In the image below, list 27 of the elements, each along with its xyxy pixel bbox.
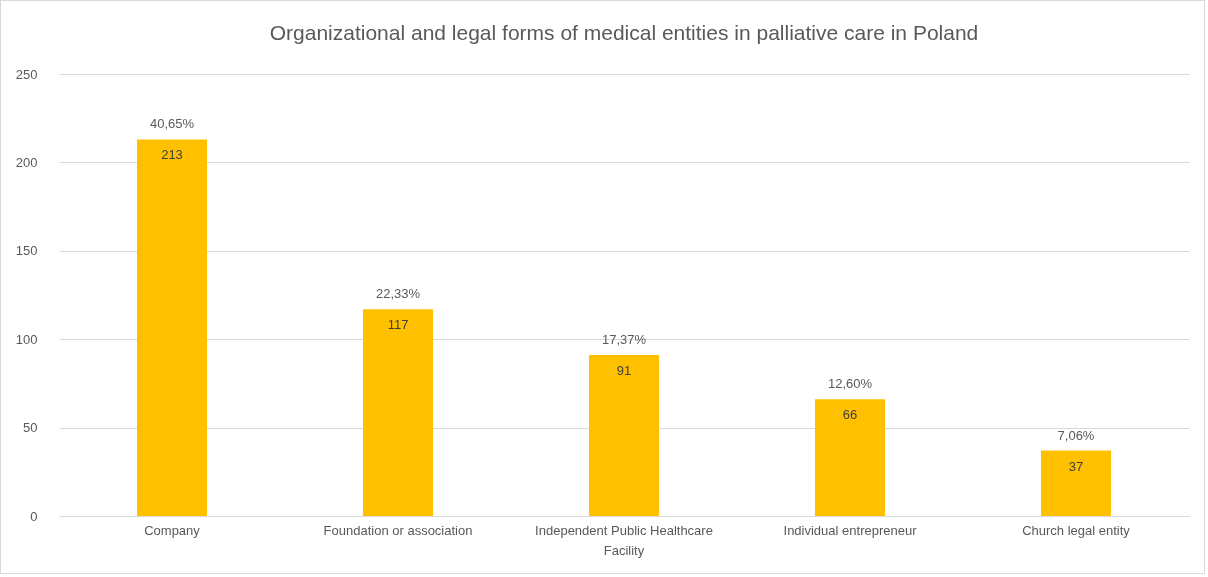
x-tick-label: Company (144, 522, 201, 538)
annotation: 22,33% (375, 286, 421, 302)
y-tick-label: 250 (15, 66, 38, 82)
y-tick-label: 100 (15, 331, 38, 347)
x-tick-label: Independent Public Healthcare Facility (535, 522, 713, 558)
data-label: 117 (387, 317, 409, 333)
annotation: 40,65% (149, 116, 195, 132)
y-tick-label: 50 (23, 420, 38, 436)
annotation: 17,37% (601, 332, 647, 348)
annotation: 12,60% (827, 376, 873, 392)
y-tick-label: 150 (15, 243, 38, 259)
data-label: 66 (842, 407, 858, 423)
x-tick-label: Church legal entity (1022, 522, 1131, 538)
bar (136, 139, 208, 516)
bar (814, 399, 886, 516)
y-tick-label: 200 (15, 154, 38, 170)
data-label: 37 (1068, 458, 1084, 474)
data-label: 91 (616, 363, 632, 379)
x-tick-label: Individual entrepreneur (783, 522, 918, 538)
y-tick-label: 0 (30, 508, 38, 524)
chart-title: Organizational and legal forms of medical entities in palliative care in Poland (269, 21, 979, 44)
bar (1040, 450, 1112, 516)
bar (362, 309, 434, 516)
annotation: 7,06% (1057, 427, 1095, 443)
x-tick-label: Foundation or association (323, 522, 473, 538)
bar (588, 355, 660, 516)
data-label: 213 (161, 147, 183, 163)
